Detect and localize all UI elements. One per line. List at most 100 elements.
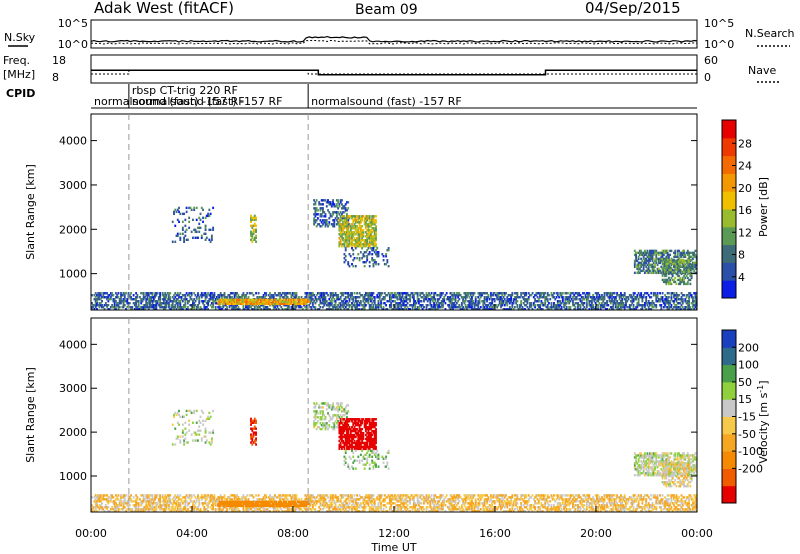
power-cell [348, 217, 351, 220]
power-cell [566, 292, 569, 295]
power-cell [489, 294, 492, 297]
power-cell [366, 225, 369, 228]
power-cell [344, 223, 347, 226]
power-cell [575, 292, 578, 295]
power-cell [650, 253, 653, 257]
power-cell [101, 306, 103, 309]
velocity-cell [102, 494, 105, 497]
power-cell [440, 304, 443, 307]
power-cell [334, 292, 337, 295]
power-cell [149, 300, 151, 303]
power-cell [338, 225, 341, 228]
power-cell [169, 300, 172, 303]
power-cell [652, 265, 655, 269]
power-cell [250, 302, 252, 306]
nave-right-tick-top: 60 [704, 54, 718, 67]
power-cell [502, 308, 505, 311]
power-cell [322, 223, 324, 226]
power-cell [123, 300, 126, 303]
velocity-cell [274, 508, 276, 511]
power-cell [291, 298, 294, 302]
power-cell [667, 292, 670, 295]
power-cell [649, 249, 651, 253]
power-cell [251, 232, 254, 236]
power-cell [333, 225, 336, 228]
velocity-cell [330, 504, 333, 507]
velocity-cell [247, 506, 250, 509]
power-cell [661, 298, 664, 301]
velocity-cell [168, 506, 170, 509]
velocity-cell [272, 498, 275, 501]
power-cell [532, 296, 535, 299]
power-cell [373, 298, 376, 301]
power-cell [659, 257, 661, 261]
power-cell [534, 298, 536, 301]
power-cell [665, 302, 668, 305]
velocity-cell [333, 508, 336, 511]
power-cell [463, 300, 466, 303]
power-cell [128, 306, 131, 309]
power-cell [573, 298, 576, 301]
velocity-cell [157, 506, 160, 509]
velocity-cell [193, 500, 196, 503]
power-cell [142, 296, 145, 299]
power-cell [579, 308, 582, 311]
velocity-cell [127, 506, 130, 509]
velocity-cell [217, 498, 220, 501]
power-cell [372, 235, 375, 238]
velocity-cell [96, 506, 98, 509]
velocity-cell [131, 508, 134, 511]
velocity-cell [253, 508, 256, 511]
power-cell [596, 308, 598, 311]
power-cell [671, 270, 674, 274]
power-cell [361, 231, 364, 234]
power-cell [542, 292, 545, 295]
power-cell [572, 292, 574, 295]
power-cell [237, 294, 240, 297]
power-cell [497, 296, 500, 299]
power-cell [195, 296, 198, 299]
power-cell [342, 306, 345, 309]
power-cell [686, 253, 689, 257]
power-cell [190, 298, 193, 301]
power-cell [166, 292, 169, 295]
velocity-cell [91, 508, 93, 511]
power-cell [673, 280, 675, 284]
velocity-cell [305, 508, 308, 511]
power-cell [96, 300, 98, 303]
velocity-cell [209, 498, 212, 501]
power-cell [327, 302, 329, 305]
power-cell [343, 215, 346, 218]
velocity-cell [118, 500, 121, 503]
power-cell [184, 218, 187, 222]
velocity-cell [194, 496, 197, 499]
power-cell [332, 201, 334, 204]
power-cell [611, 306, 614, 309]
velocity-cell [118, 508, 121, 511]
power-cell [597, 292, 600, 295]
power-cell [371, 302, 374, 305]
power-cell [642, 304, 645, 307]
power-cell [675, 292, 678, 295]
power-cell [364, 241, 367, 244]
power-cell [649, 302, 651, 305]
velocity-cell [233, 494, 236, 497]
power-cell [602, 298, 605, 301]
power-cell [373, 233, 376, 236]
velocity-cell [272, 508, 275, 511]
power-cell [477, 304, 480, 307]
power-cell [650, 304, 653, 307]
power-cell [320, 302, 323, 305]
power-cell [285, 300, 288, 304]
power-cell [497, 304, 500, 307]
power-cell [340, 229, 343, 232]
power-cell [655, 300, 658, 303]
velocity-cell [284, 502, 287, 505]
power-cell [656, 269, 659, 273]
velocity-cell [179, 504, 182, 507]
power-cell [248, 306, 251, 309]
power-cell [500, 298, 502, 301]
velocity-cell [215, 500, 218, 503]
velocity-cell [168, 496, 170, 499]
power-cell [298, 304, 300, 307]
